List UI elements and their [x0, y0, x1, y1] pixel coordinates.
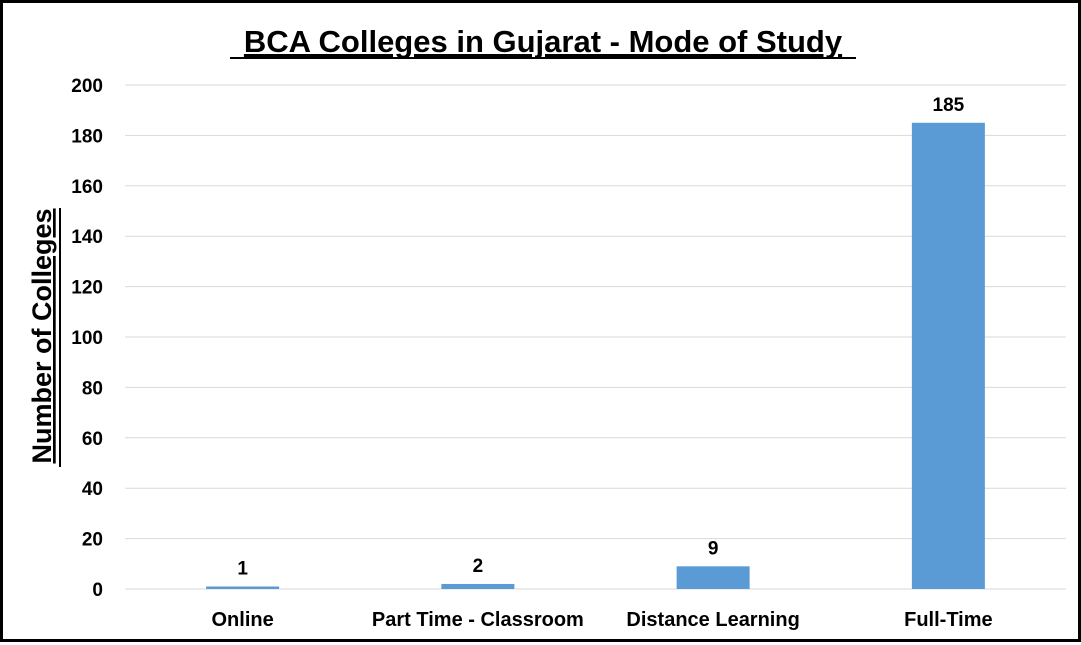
- data-labels: 1 2 9 185: [237, 95, 964, 580]
- x-category-label: Distance Learning: [626, 609, 799, 631]
- x-category-label: Part Time - Classroom: [372, 609, 584, 631]
- y-tick-label: 80: [82, 378, 103, 399]
- bar: [676, 566, 750, 589]
- y-tick-label: 20: [82, 530, 103, 551]
- x-category-label: Full-Time: [904, 609, 993, 631]
- bar: [911, 122, 985, 590]
- data-label: 1: [237, 558, 248, 579]
- bar-chart: 0 20 40 60 80 100 120 140 160 180 200 Online Part T…: [27, 24, 1066, 631]
- y-tick-label: 60: [82, 429, 103, 450]
- data-label: 9: [708, 538, 719, 559]
- gridlines: [125, 84, 1066, 590]
- x-axis-categories: Online Part Time - Classroom Distance Lear…: [212, 609, 993, 631]
- data-label: 2: [473, 556, 484, 577]
- data-label: 185: [933, 95, 965, 116]
- y-tick-label: 0: [92, 580, 103, 601]
- y-axis-label: Number of Colleges: [27, 208, 57, 463]
- bars: [206, 122, 985, 590]
- y-tick-label: 100: [71, 328, 103, 349]
- y-tick-label: 140: [71, 227, 103, 248]
- y-tick-label: 120: [71, 278, 103, 299]
- y-tick-label: 200: [71, 76, 103, 97]
- chart-title: BCA Colleges in Gujarat - Mode of Study: [244, 24, 843, 59]
- bar: [441, 583, 515, 589]
- y-tick-label: 160: [71, 177, 103, 198]
- bar: [206, 586, 280, 589]
- x-category-label: Online: [212, 609, 274, 631]
- y-tick-label: 180: [71, 126, 103, 147]
- y-tick-label: 40: [82, 479, 103, 500]
- y-axis-ticks: 0 20 40 60 80 100 120 140 160 180 200: [71, 76, 103, 601]
